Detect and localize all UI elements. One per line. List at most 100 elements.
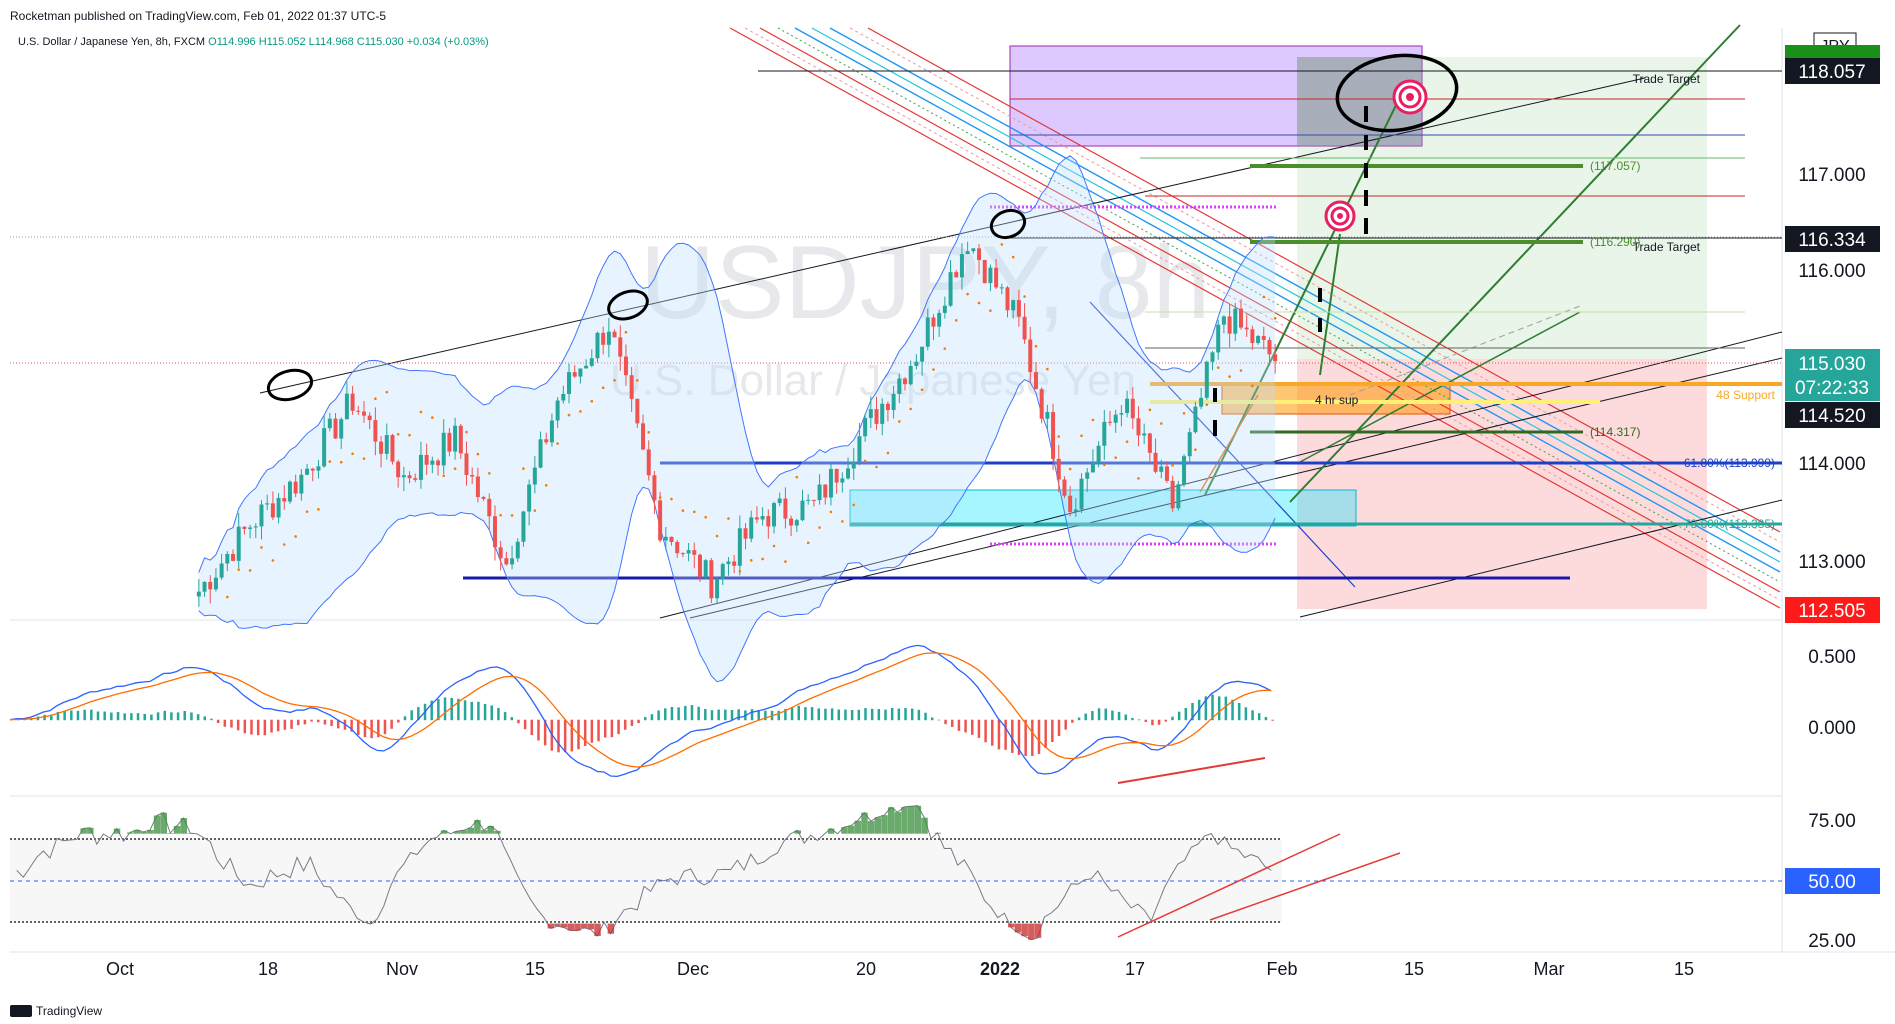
macd-bar bbox=[1257, 713, 1261, 721]
psar-dot bbox=[738, 569, 742, 573]
rsi-extreme-fill bbox=[113, 828, 121, 834]
psar-dot bbox=[567, 413, 571, 417]
rsi-extreme-fill bbox=[827, 828, 835, 834]
rsi-extreme-fill bbox=[914, 805, 922, 834]
macd-bar bbox=[664, 708, 667, 721]
candle-body bbox=[1216, 324, 1221, 353]
target-icon-high bbox=[1392, 79, 1428, 115]
macd-bar bbox=[804, 707, 807, 721]
psar-dot bbox=[806, 541, 810, 545]
rsi-extreme-fill bbox=[881, 815, 888, 834]
candle-body bbox=[333, 418, 338, 439]
trade-target-label-1: Trade Target bbox=[1633, 72, 1701, 86]
psar-dot bbox=[579, 410, 582, 413]
candle-body bbox=[293, 481, 298, 494]
candle-body bbox=[1233, 308, 1238, 334]
trendline-lower-3 bbox=[1299, 499, 1783, 618]
candle-body bbox=[851, 462, 856, 469]
rsi-extreme-fill bbox=[474, 820, 481, 834]
macd-bar bbox=[1117, 711, 1121, 721]
macd-bar bbox=[330, 719, 333, 726]
psar-dot bbox=[544, 483, 548, 487]
macd-bar bbox=[837, 709, 841, 721]
psar-dot bbox=[1057, 435, 1061, 438]
candle-body bbox=[544, 439, 549, 443]
symbol-legend: U.S. Dollar / Japanese Yen, 8h, FXCM O11… bbox=[18, 36, 489, 48]
publish-info: Rocketman published on TradingView.com, … bbox=[10, 9, 386, 23]
macd-bar bbox=[170, 712, 173, 721]
candle-body bbox=[453, 425, 458, 452]
macd-bar bbox=[130, 713, 133, 721]
candle-body bbox=[270, 503, 275, 518]
psar-dot bbox=[385, 390, 389, 394]
psar-dot bbox=[829, 510, 833, 514]
macd-bar bbox=[764, 710, 767, 721]
rsi-extreme-fill bbox=[160, 812, 167, 834]
macd-bar bbox=[623, 719, 627, 730]
candle-body bbox=[942, 305, 947, 313]
macd-bar bbox=[677, 707, 680, 721]
time-axis[interactable]: Oct 18 Nov 15 Dec 20 2022 17 Feb 15 Mar … bbox=[106, 959, 1694, 979]
macd-bar bbox=[784, 709, 787, 721]
psar-dot bbox=[1273, 316, 1277, 320]
macd-bar bbox=[563, 719, 567, 753]
rsi-extreme-fill bbox=[1021, 923, 1028, 937]
macd-bar bbox=[350, 719, 353, 732]
psar-dot bbox=[601, 386, 605, 390]
macd-bar bbox=[403, 716, 407, 721]
candle-body bbox=[794, 520, 799, 526]
candle-body bbox=[703, 560, 708, 577]
candle-body bbox=[737, 528, 742, 566]
macd-bar bbox=[597, 719, 600, 742]
candle-body bbox=[1204, 361, 1209, 398]
candle-body bbox=[276, 498, 281, 518]
candle-body bbox=[208, 581, 213, 590]
macd-bar bbox=[1237, 702, 1241, 721]
psar-dot bbox=[841, 520, 844, 523]
macd-bar bbox=[557, 719, 560, 753]
macd-bar bbox=[377, 719, 380, 738]
candle-body bbox=[1085, 472, 1090, 479]
candles bbox=[196, 241, 1278, 607]
macd-bar bbox=[1224, 696, 1228, 721]
candle-body bbox=[772, 503, 777, 527]
macd-bar bbox=[50, 714, 53, 721]
psar-dot bbox=[749, 559, 753, 562]
rsi-extreme-fill bbox=[854, 820, 862, 834]
psar-dot bbox=[636, 379, 639, 382]
macd-bar bbox=[256, 719, 260, 736]
candle-body bbox=[390, 435, 395, 462]
macd-bar bbox=[1064, 719, 1067, 730]
time-tick-20: 20 bbox=[856, 959, 876, 979]
psar-dot bbox=[453, 467, 457, 471]
price-tick-113: 113.000 bbox=[1798, 552, 1865, 573]
candle-body bbox=[1119, 413, 1124, 415]
candle-body bbox=[635, 398, 640, 424]
rsi-extreme-fill bbox=[127, 832, 134, 834]
macd-bar bbox=[971, 719, 974, 735]
candle-body bbox=[749, 517, 754, 539]
candle-body bbox=[401, 475, 406, 478]
macd-bar bbox=[303, 719, 307, 725]
macd-bar bbox=[216, 719, 220, 724]
macd-bar bbox=[290, 719, 293, 729]
candle-body bbox=[225, 554, 230, 564]
psar-dot bbox=[431, 416, 434, 419]
psar-dot bbox=[715, 534, 719, 538]
macd-bar bbox=[1264, 716, 1268, 721]
rsi-extreme-fill bbox=[594, 923, 601, 937]
candle-body bbox=[1142, 433, 1147, 436]
rsi-extreme-fill bbox=[140, 831, 147, 834]
candle-body bbox=[965, 251, 970, 255]
macd-bar bbox=[357, 719, 360, 735]
time-tick-nov: Nov bbox=[386, 959, 418, 979]
macd-bar bbox=[790, 707, 794, 721]
macd-bar bbox=[236, 719, 240, 731]
green-marker-top bbox=[1785, 45, 1880, 59]
candle-body bbox=[931, 317, 936, 327]
rsi-extreme-fill bbox=[861, 812, 868, 834]
rsi-extreme-fill bbox=[580, 923, 588, 928]
macd-bar bbox=[110, 712, 113, 721]
trendline-upper bbox=[259, 77, 1646, 394]
